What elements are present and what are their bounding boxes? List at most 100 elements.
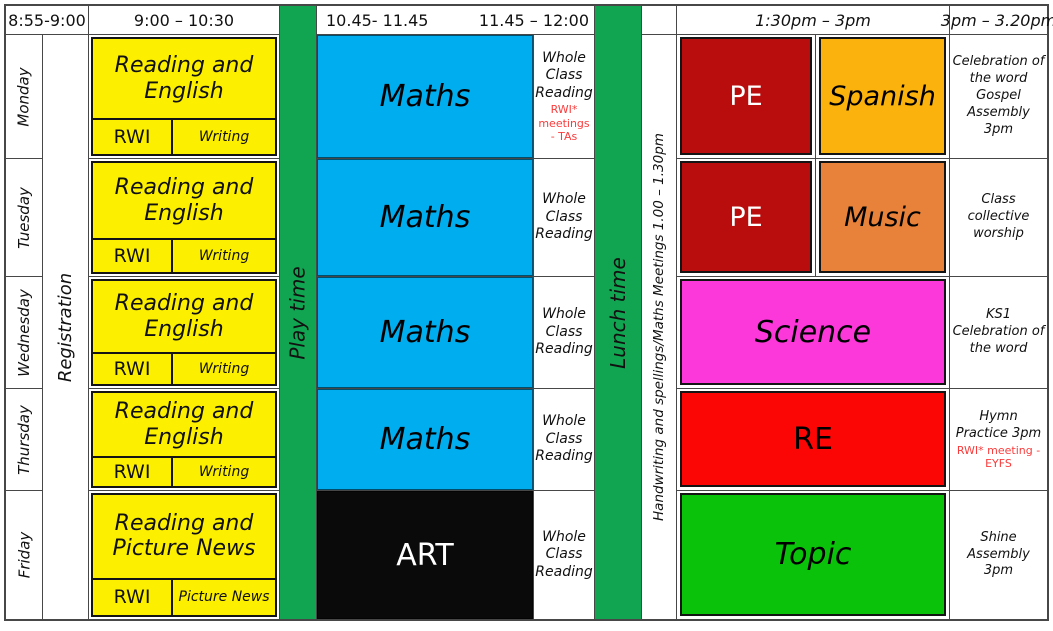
day-cell-monday: Monday [6,35,42,158]
tuesday-pe-label: PE [729,201,763,233]
cell-wednesday-maths: Maths [317,277,533,388]
monday-pe-box: PE [680,37,812,155]
wednesday-midday-label: Maths [379,315,471,350]
day-cell-thursday: Thursday [6,389,42,490]
thursday-morning-title: Reading and English [114,399,254,450]
day-cell-tuesday: Tuesday [6,159,42,276]
cell-monday-pe: PE [677,35,815,158]
header-time-end-label: 3pm – 3.20pm [940,10,1053,30]
thursday-assembly-text: Hymn Practice 3pm [955,408,1042,441]
header-time-afternoon: 1:30pm – 3pm [677,6,949,34]
tuesday-morning-title: Reading and English [114,175,254,226]
cell-thursday-re: RE [677,389,949,490]
monday-spanish-label: Spanish [829,80,936,112]
friday-morning-sub-left: RWI [93,579,174,615]
thursday-wcr-text: Whole Class Reading [535,413,593,465]
handwriting-meetings-column: Handwriting and spellings/Maths Meetings… [642,35,676,619]
monday-morning-sub-right: Writing [198,129,250,146]
header-time-registration-label: 8:55-9:00 [8,10,86,30]
lunch-time-bar: Lunch time [595,6,641,619]
wednesday-morning-title: Reading and English [114,291,254,342]
monday-midday-label: Maths [379,79,471,114]
day-label-monday: Monday [15,66,33,127]
thursday-re-box: RE [680,391,946,487]
thursday-assembly-note: RWI* meeting - EYFS [956,443,1041,470]
tuesday-music-box: Music [819,161,946,273]
cell-wednesday-science: Science [677,277,949,388]
timetable-grid: 8:55-9:00 9:00 – 10:30 Play time 10.45- … [4,4,1053,621]
tuesday-morning-subrow: RWI Writing [93,238,275,272]
header-time-maths-label: 10.45- 11.45 [326,10,429,30]
header-time-afternoon-label: 1:30pm – 3pm [755,10,871,30]
friday-topic-box: Topic [680,493,946,616]
monday-assembly-text: Celebration of the word Gospel Assembly … [952,54,1045,137]
cell-thursday-maths: Maths [317,389,533,490]
header-time-morning-label: 9:00 – 10:30 [133,10,235,30]
monday-morning-title: Reading and English [114,53,254,104]
friday-morning-title: Reading and Picture News [112,511,256,562]
cell-monday-maths: Maths [317,35,533,158]
day-cell-wednesday: Wednesday [6,277,42,388]
cell-tuesday-morning: Reading and English RWI Writing [89,159,279,276]
lunch-time-label: Lunch time [606,256,630,369]
monday-morning-sub-left: RWI [93,120,174,154]
wednesday-morning-block: Reading and English RWI Writing [91,279,277,386]
friday-midday-label: ART [396,537,454,573]
play-time-label: Play time [286,265,311,360]
cell-thursday-whole-class-reading: Whole Class Reading [534,389,594,490]
tuesday-morning-block: Reading and English RWI Writing [91,161,277,274]
tuesday-wcr-text: Whole Class Reading [535,191,593,243]
monday-wcr-text: Whole Class Reading [535,49,593,101]
day-label-wednesday: Wednesday [15,288,34,377]
wednesday-morning-subrow: RWI Writing [93,352,275,384]
friday-morning-subrow: RWI Picture News [93,577,275,615]
cell-tuesday-whole-class-reading: Whole Class Reading [534,159,594,276]
cell-monday-whole-class-reading: Whole Class Reading RWI* meetings - TAs [534,35,594,158]
tuesday-assembly-text: Class collective worship [967,192,1030,241]
thursday-re-label: RE [793,421,833,457]
monday-morning-block: Reading and English RWI Writing [91,37,277,156]
header-time-wcr-label: 11.45 – 12:00 [478,10,589,30]
header-handwriting-empty [642,6,676,34]
cell-friday-assembly: Shine Assembly 3pm [950,491,1047,619]
day-cell-friday: Friday [6,491,42,619]
cell-friday-morning: Reading and Picture News RWI Picture News [89,491,279,619]
thursday-midday-label: Maths [379,422,471,457]
cell-friday-topic: Topic [677,491,949,619]
monday-spanish-box: Spanish [819,37,946,155]
friday-morning-block: Reading and Picture News RWI Picture News [91,493,277,617]
handwriting-meetings-label: Handwriting and spellings/Maths Meetings… [651,133,667,521]
friday-morning-sub-right: Picture News [178,589,270,606]
cell-wednesday-assembly: KS1 Celebration of the word [950,277,1047,388]
header-time-registration: 8:55-9:00 [6,6,88,34]
cell-friday-art: ART [317,491,533,619]
header-time-midday: 10.45- 11.45 11.45 – 12:00 [317,6,594,34]
thursday-morning-sub-right: Writing [198,464,250,480]
monday-pe-label: PE [729,80,763,112]
thursday-morning-block: Reading and English RWI Writing [91,391,277,488]
tuesday-midday-label: Maths [379,200,471,235]
cell-tuesday-music: Music [816,159,949,276]
cell-wednesday-morning: Reading and English RWI Writing [89,277,279,388]
monday-morning-subrow: RWI Writing [93,118,275,154]
tuesday-music-label: Music [844,201,921,233]
header-time-morning: 9:00 – 10:30 [89,6,279,34]
cell-tuesday-pe: PE [677,159,815,276]
thursday-morning-subrow: RWI Writing [93,456,275,486]
friday-topic-label: Topic [774,537,852,572]
cell-monday-assembly: Celebration of the word Gospel Assembly … [950,35,1047,158]
wednesday-science-label: Science [754,314,872,350]
tuesday-morning-sub-left: RWI [93,240,174,272]
day-label-friday: Friday [15,531,33,579]
day-label-thursday: Thursday [15,404,33,475]
cell-monday-morning: Reading and English RWI Writing [89,35,279,158]
header-time-end: 3pm – 3.20pm [941,6,1053,34]
wednesday-assembly-text: KS1 Celebration of the word [952,307,1045,356]
cell-tuesday-maths: Maths [317,159,533,276]
thursday-morning-sub-left: RWI [93,458,174,486]
play-time-bar: Play time [280,6,316,619]
cell-tuesday-assembly: Class collective worship [950,159,1047,276]
cell-friday-whole-class-reading: Whole Class Reading [534,491,594,619]
wednesday-science-box: Science [680,279,946,385]
tuesday-morning-sub-right: Writing [198,248,250,265]
